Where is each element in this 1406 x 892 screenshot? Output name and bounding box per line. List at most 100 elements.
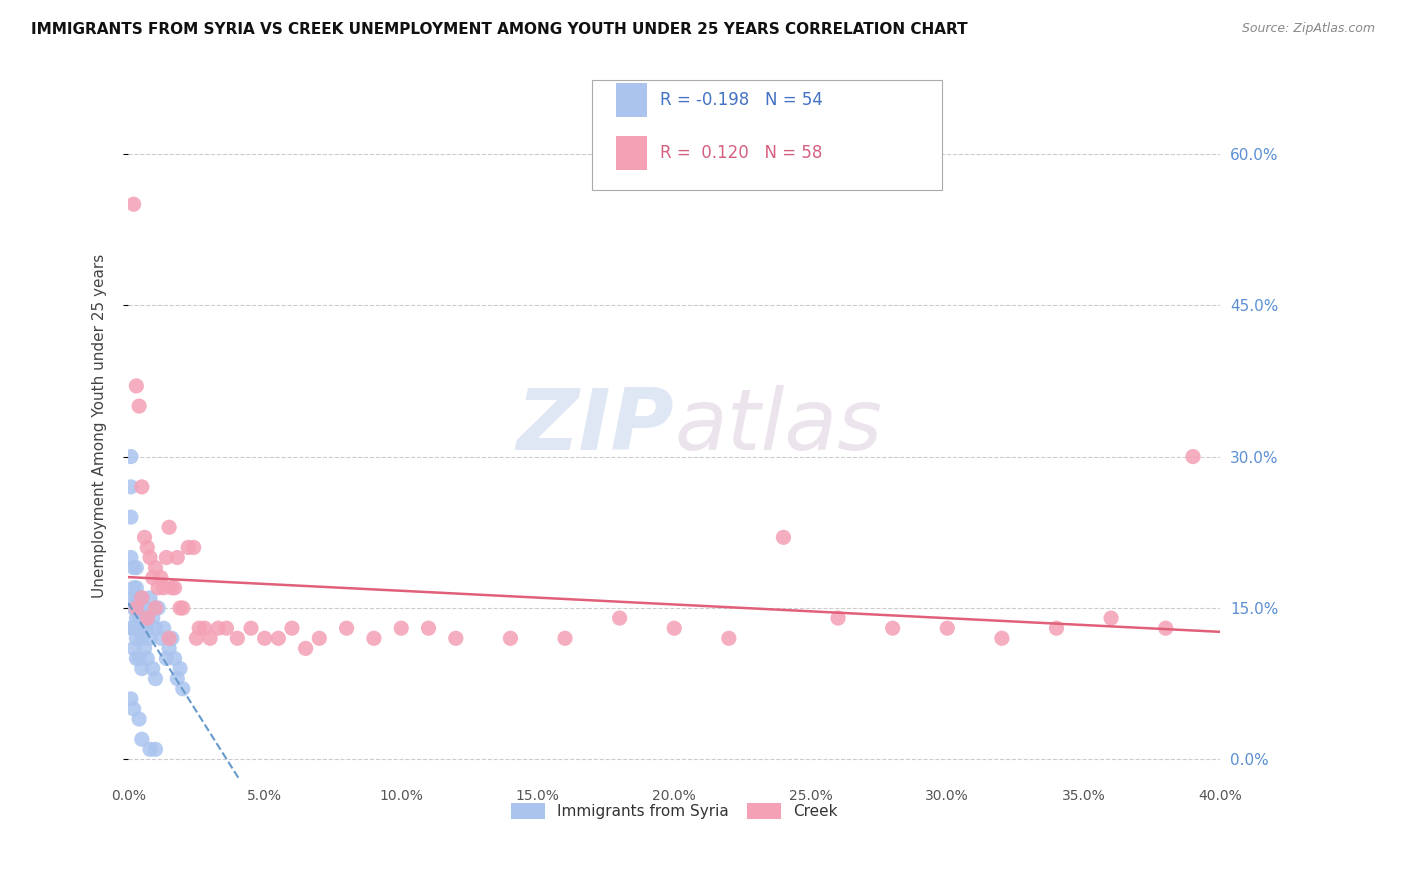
Point — [827, 611, 849, 625]
Point — [609, 611, 631, 625]
Point — [177, 541, 200, 555]
Point — [169, 662, 191, 676]
Point — [136, 621, 159, 635]
Point — [136, 611, 159, 625]
Point — [128, 601, 150, 615]
Point — [148, 581, 170, 595]
Text: Source: ZipAtlas.com: Source: ZipAtlas.com — [1241, 22, 1375, 36]
Point — [139, 591, 162, 605]
Point — [664, 621, 686, 635]
Point — [134, 601, 156, 615]
Point — [145, 560, 167, 574]
Point — [336, 621, 359, 635]
Text: atlas: atlas — [675, 384, 882, 467]
Point — [122, 702, 145, 716]
Point — [363, 632, 385, 646]
Point — [155, 651, 177, 665]
Point — [308, 632, 330, 646]
Point — [444, 632, 467, 646]
Point — [1182, 450, 1205, 464]
Point — [125, 632, 148, 646]
Point — [139, 550, 162, 565]
Point — [131, 591, 153, 605]
Point — [120, 550, 142, 565]
Point — [122, 197, 145, 211]
Point — [120, 510, 142, 524]
Point — [125, 591, 148, 605]
Point — [163, 651, 186, 665]
Point — [131, 480, 153, 494]
Point — [1045, 621, 1067, 635]
Point — [169, 601, 191, 615]
Point — [253, 632, 276, 646]
Text: R = -0.198   N = 54: R = -0.198 N = 54 — [659, 91, 823, 109]
Point — [991, 632, 1014, 646]
Point — [172, 681, 194, 696]
Point — [1154, 621, 1177, 635]
Point — [183, 541, 205, 555]
Point — [499, 632, 522, 646]
Point — [267, 632, 290, 646]
Point — [166, 672, 188, 686]
Point — [131, 732, 153, 747]
Point — [136, 611, 159, 625]
Point — [134, 530, 156, 544]
Point — [125, 379, 148, 393]
Point — [122, 641, 145, 656]
Point — [139, 632, 162, 646]
Point — [128, 712, 150, 726]
Point — [152, 581, 174, 595]
Point — [142, 571, 165, 585]
Point — [198, 632, 221, 646]
Point — [125, 560, 148, 574]
Point — [160, 632, 183, 646]
Point — [122, 560, 145, 574]
Point — [125, 601, 148, 615]
Point — [1099, 611, 1122, 625]
Point — [148, 601, 170, 615]
Point — [149, 632, 172, 646]
Text: R =  0.120   N = 58: R = 0.120 N = 58 — [659, 144, 823, 161]
Point — [128, 611, 150, 625]
Point — [157, 641, 180, 656]
Point — [139, 742, 162, 756]
Point — [125, 651, 148, 665]
Point — [163, 581, 186, 595]
Point — [131, 632, 153, 646]
Point — [157, 520, 180, 534]
Legend: Immigrants from Syria, Creek: Immigrants from Syria, Creek — [505, 797, 844, 825]
Point — [131, 591, 153, 605]
Point — [134, 641, 156, 656]
Point — [160, 581, 183, 595]
Point — [389, 621, 412, 635]
Point — [186, 632, 208, 646]
Point — [207, 621, 229, 635]
Point — [554, 632, 576, 646]
FancyBboxPatch shape — [592, 80, 942, 190]
Point — [149, 571, 172, 585]
Text: IMMIGRANTS FROM SYRIA VS CREEK UNEMPLOYMENT AMONG YOUTH UNDER 25 YEARS CORRELATI: IMMIGRANTS FROM SYRIA VS CREEK UNEMPLOYM… — [31, 22, 967, 37]
Point — [157, 632, 180, 646]
Point — [418, 621, 440, 635]
Point — [122, 591, 145, 605]
Point — [125, 611, 148, 625]
Point — [131, 662, 153, 676]
Text: ZIP: ZIP — [516, 384, 675, 467]
Point — [145, 601, 167, 615]
Point — [131, 611, 153, 625]
Point — [136, 651, 159, 665]
Point — [717, 632, 740, 646]
Point — [120, 480, 142, 494]
FancyBboxPatch shape — [616, 83, 647, 117]
Point — [188, 621, 211, 635]
Point — [226, 632, 249, 646]
Point — [194, 621, 217, 635]
Point — [882, 621, 904, 635]
Point — [120, 691, 142, 706]
Point — [120, 621, 142, 635]
Y-axis label: Unemployment Among Youth under 25 years: Unemployment Among Youth under 25 years — [93, 254, 107, 599]
Point — [145, 742, 167, 756]
Point — [145, 621, 167, 635]
Point — [294, 641, 316, 656]
Point — [128, 651, 150, 665]
